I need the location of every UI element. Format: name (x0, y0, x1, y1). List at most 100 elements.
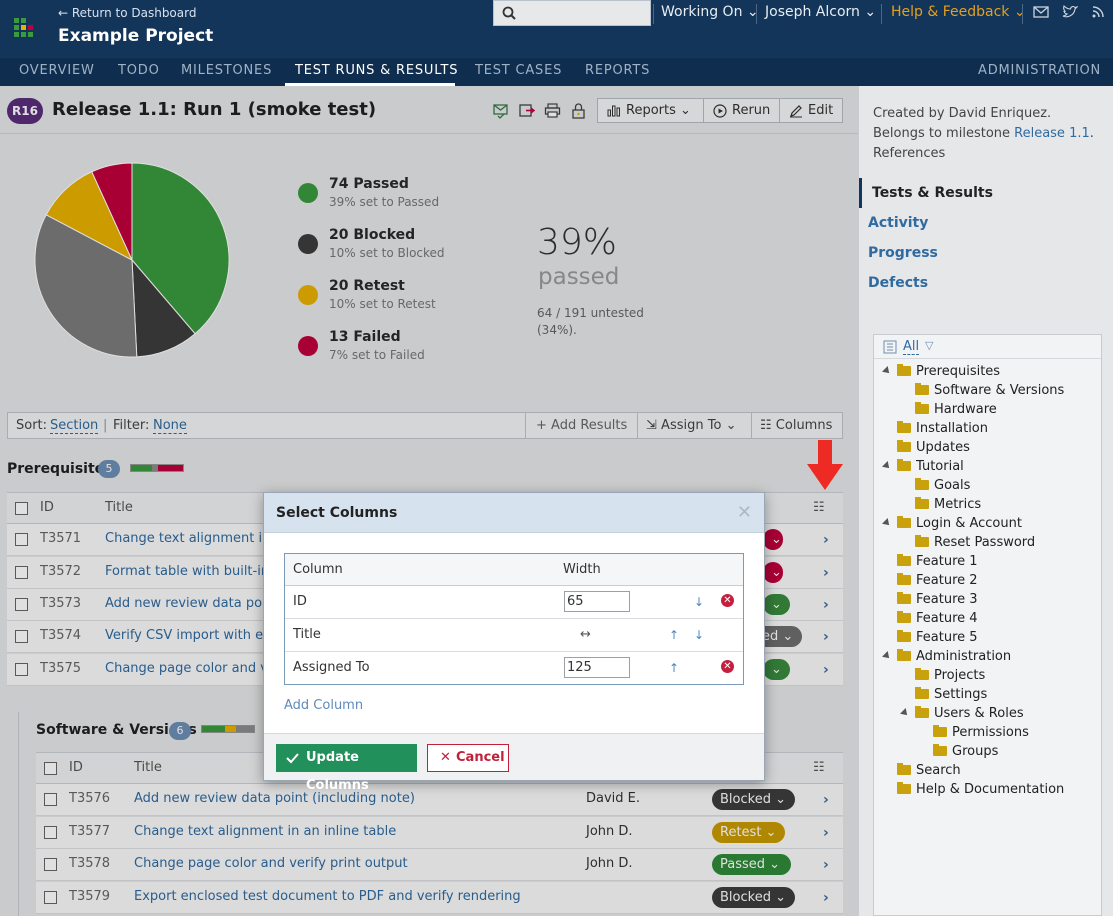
row-checkbox[interactable] (15, 598, 28, 611)
tab-todo[interactable]: TODO (118, 63, 160, 78)
tree-filter-all[interactable]: All (903, 339, 920, 355)
table-row[interactable]: T3578 Change page color and verify print… (36, 849, 843, 881)
help-feedback-menu[interactable]: Help & Feedback ⌄ (891, 4, 1026, 24)
cancel-button[interactable]: ✕ Cancel (427, 744, 509, 772)
tab-test-cases[interactable]: TEST CASES (475, 63, 563, 78)
status-dropdown[interactable]: Retest ⌄ (712, 822, 785, 843)
columns-icon[interactable]: ☷ (813, 500, 825, 515)
tab-milestones[interactable]: MILESTONES (181, 63, 273, 78)
mail-icon[interactable] (1033, 5, 1049, 19)
remove-column-icon[interactable]: ✕ (721, 660, 734, 673)
status-dropdown[interactable]: Blocked ⌄ (712, 789, 795, 810)
chevron-down-icon: ⌄ (864, 4, 877, 20)
table-row[interactable]: T3576 Add new review data point (includi… (36, 784, 843, 816)
search-input[interactable] (493, 0, 651, 26)
print-icon[interactable] (544, 102, 561, 119)
testrail-logo-icon[interactable] (14, 18, 34, 38)
reports-button[interactable]: Reports ⌄ (597, 98, 704, 123)
status-dropdown[interactable]: ⌄ (763, 594, 790, 615)
chevron-right-icon[interactable]: › (823, 857, 829, 873)
milestone-link[interactable]: Release 1.1 (1014, 126, 1090, 141)
rerun-button[interactable]: Rerun (703, 98, 780, 123)
retest-count: 20 Retest (329, 278, 405, 294)
filter-none-link[interactable]: None (153, 418, 187, 434)
mail-check-icon[interactable] (492, 102, 509, 119)
tab-reports[interactable]: REPORTS (585, 63, 651, 78)
chevron-right-icon[interactable]: › (823, 532, 829, 548)
working-on-menu[interactable]: Working On ⌄ (661, 4, 759, 24)
chevron-right-icon[interactable]: › (823, 662, 829, 678)
test-title[interactable]: Verify CSV import with enc (105, 628, 279, 643)
move-up-icon[interactable]: ↑ (669, 628, 680, 642)
edit-button[interactable]: Edit (779, 98, 843, 123)
status-dropdown[interactable]: ⌄ (763, 562, 783, 583)
user-menu[interactable]: Joseph Alcorn ⌄ (765, 4, 876, 24)
sidebar-item-defects[interactable]: Defects (868, 275, 929, 291)
return-to-dashboard-link[interactable]: ← Return to Dashboard (58, 6, 197, 20)
status-dropdown[interactable]: ed ⌄ (755, 626, 802, 647)
columns-icon[interactable]: ☷ (813, 760, 825, 775)
remove-column-icon[interactable]: ✕ (721, 594, 734, 607)
test-title[interactable]: Add new review data point (105, 596, 279, 611)
twitter-icon[interactable] (1062, 5, 1078, 19)
sidebar-item-progress[interactable]: Progress (868, 245, 938, 261)
row-checkbox[interactable] (15, 630, 28, 643)
test-title[interactable]: Change page color and ver (105, 661, 282, 676)
chevron-right-icon[interactable]: › (823, 825, 829, 841)
close-icon[interactable]: ✕ (736, 502, 752, 523)
chevron-right-icon[interactable]: › (823, 565, 829, 581)
row-checkbox[interactable] (44, 891, 57, 904)
export-icon[interactable] (518, 102, 535, 119)
table-row[interactable]: T3579 Export enclosed test document to P… (36, 882, 843, 914)
row-checkbox[interactable] (44, 858, 57, 871)
lock-icon[interactable] (570, 102, 587, 119)
add-results-button[interactable]: + Add Results (536, 418, 627, 433)
table-row[interactable]: T3577 Change text alignment in an inline… (36, 817, 843, 849)
test-title[interactable]: Export enclosed test document to PDF and… (134, 889, 521, 904)
width-input[interactable]: 125 (564, 657, 630, 678)
run-id-badge: R16 (7, 98, 43, 124)
section-count-badge: 5 (98, 460, 120, 478)
status-dropdown[interactable]: ⌄ (763, 529, 783, 550)
tab-overview[interactable]: OVERVIEW (19, 63, 95, 78)
select-all-checkbox[interactable] (44, 762, 57, 775)
search-icon (502, 6, 516, 20)
sort-section-link[interactable]: Section (50, 418, 99, 434)
move-down-icon[interactable]: ↓ (694, 628, 705, 642)
blocked-count: 20 Blocked (329, 227, 416, 243)
select-all-checkbox[interactable] (15, 502, 28, 515)
update-columns-button[interactable]: Update Columns (276, 744, 417, 793)
width-input[interactable]: 65 (564, 591, 630, 612)
sidebar-item-tests-results[interactable]: Tests & Results (859, 178, 1113, 208)
tab-administration[interactable]: ADMINISTRATION (978, 63, 1102, 78)
chevron-right-icon[interactable]: › (823, 597, 829, 613)
column-name: ID (293, 594, 307, 609)
passed-legend-dot (298, 183, 318, 203)
close-icon: ✕ (440, 750, 451, 765)
row-checkbox[interactable] (15, 533, 28, 546)
sidebar-item-activity[interactable]: Activity (868, 215, 929, 231)
tab-test-runs-results[interactable]: TEST RUNS & RESULTS (295, 63, 459, 78)
status-dropdown[interactable]: ⌄ (763, 659, 790, 680)
row-checkbox[interactable] (15, 663, 28, 676)
test-title[interactable]: Change text alignment in an inline table (134, 824, 397, 839)
status-dropdown[interactable]: Blocked ⌄ (712, 887, 795, 908)
row-checkbox[interactable] (15, 566, 28, 579)
chevron-down-icon[interactable]: ▽ (925, 339, 934, 352)
test-title[interactable]: Format table with built-in s (105, 564, 280, 579)
test-title[interactable]: Change page color and verify print outpu… (134, 856, 408, 871)
chevron-right-icon[interactable]: › (823, 890, 829, 906)
test-title[interactable]: Add new review data point (including not… (134, 791, 415, 806)
add-column-link[interactable]: Add Column (284, 698, 364, 713)
test-title[interactable]: Change text alignment in a (105, 531, 283, 546)
chevron-right-icon[interactable]: › (823, 792, 829, 808)
row-checkbox[interactable] (44, 793, 57, 806)
columns-button[interactable]: ☷ Columns (760, 418, 832, 433)
assign-to-button[interactable]: ⇲ Assign To ⌄ (646, 418, 736, 433)
status-dropdown[interactable]: Passed ⌄ (712, 854, 791, 875)
rss-icon[interactable] (1091, 5, 1107, 19)
move-down-icon[interactable]: ↓ (694, 595, 705, 609)
chevron-right-icon[interactable]: › (823, 629, 829, 645)
row-checkbox[interactable] (44, 826, 57, 839)
move-up-icon[interactable]: ↑ (669, 661, 680, 675)
